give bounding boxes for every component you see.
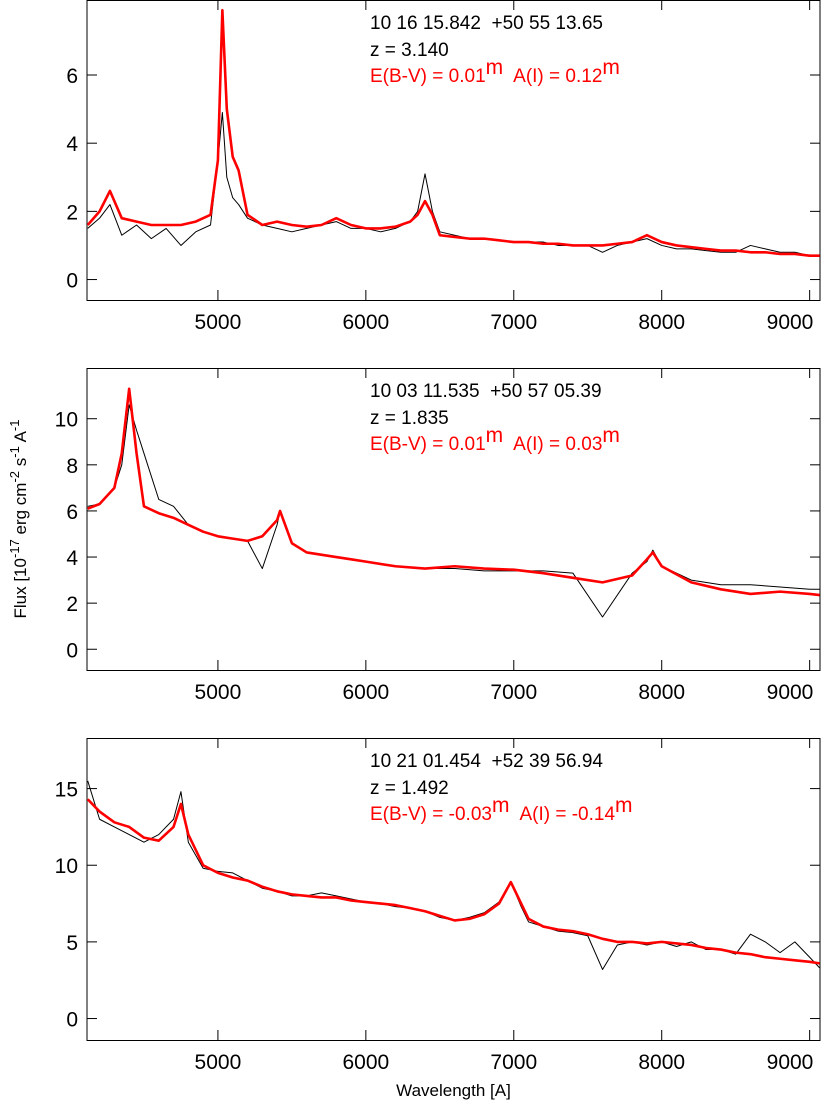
x-tick-label: 5000 [195,681,242,704]
x-tick-label: 8000 [638,311,685,334]
extinction: E(B-V) = 0.01 [370,66,486,87]
x-tick-label: 5000 [195,1051,242,1074]
extinction-line: E(B-V) = 0.01m A(I) = 0.12m [370,56,620,87]
extinction-line: E(B-V) = -0.03m A(I) = -0.14m [370,794,633,825]
x-tick-label: 5000 [195,311,242,334]
x-axis-label: Wavelength [A] [396,1081,511,1100]
y-tick-label: 10 [55,409,78,432]
y-tick-label: 5 [66,932,78,955]
unit: m [615,794,633,817]
absorption: A(I) = 0.03 [513,434,602,455]
y-axis-label-exponent: -1 [7,419,22,431]
y-tick-label: 0 [66,1009,78,1032]
y-tick-label: 2 [66,201,78,224]
y-axis-label-part: A [11,430,30,446]
coordinates: 10 21 01.454 +52 39 56.94 [370,751,603,772]
extinction-line: E(B-V) = 0.01m A(I) = 0.03m [370,424,620,455]
y-tick-label: 6 [66,65,78,88]
y-tick-label: 2 [66,593,78,616]
plot-frame [86,368,821,671]
extinction: E(B-V) = 0.01 [370,434,486,455]
x-tick-label: 9000 [767,681,814,704]
y-tick-label: 15 [55,779,78,802]
coordinates: 10 16 15.842 +50 55 13.65 [370,13,603,34]
y-axis-label-part: s [11,458,30,471]
redshift: z = 1.492 [370,778,449,799]
x-tick-label: 9000 [767,311,814,334]
extinction: E(B-V) = -0.03 [370,804,492,825]
y-tick-label: 0 [66,639,78,662]
unit: m [602,56,620,79]
x-tick-label: 8000 [638,1051,685,1074]
x-tick-label: 7000 [490,311,537,334]
y-tick-label: 6 [66,501,78,524]
y-tick-label: 8 [66,455,78,478]
spectrum-line [87,112,820,257]
spectrum-line [87,8,820,257]
unit: m [486,424,504,447]
coordinates: 10 03 11.535 +50 57 05.39 [370,381,602,402]
y-axis-label-part: Flux [10 [11,558,30,618]
x-tick-label: 6000 [342,681,389,704]
x-tick-label: 7000 [490,1051,537,1074]
x-tick-label: 9000 [767,1051,814,1074]
y-tick-label: 4 [66,547,78,570]
y-axis-label-exponent: -17 [7,539,22,558]
y-axis-label-part: erg cm [11,483,30,540]
x-tick-label: 8000 [638,681,685,704]
y-tick-label: 10 [55,855,78,878]
x-tick-label: 6000 [342,311,389,334]
spectrum-line [87,798,820,965]
y-axis-label-exponent: -2 [7,471,22,483]
x-tick-label: 6000 [342,1051,389,1074]
plot-frame [86,738,821,1041]
redshift: z = 3.140 [370,40,449,61]
unit: m [492,794,510,817]
y-tick-label: 4 [66,133,78,156]
spectrum-line [87,387,820,597]
y-axis-label: Flux [10-17 erg cm-2 s-1 A-1 [7,419,30,618]
unit: m [602,424,620,447]
plot-frame [86,0,821,301]
redshift: z = 1.835 [370,408,449,429]
x-tick-label: 7000 [490,681,537,704]
y-tick-label: 0 [66,270,78,293]
unit: m [486,56,504,79]
absorption: A(I) = 0.12 [513,66,602,87]
y-axis-label-exponent: -1 [7,446,22,458]
absorption: A(I) = -0.14 [519,804,615,825]
